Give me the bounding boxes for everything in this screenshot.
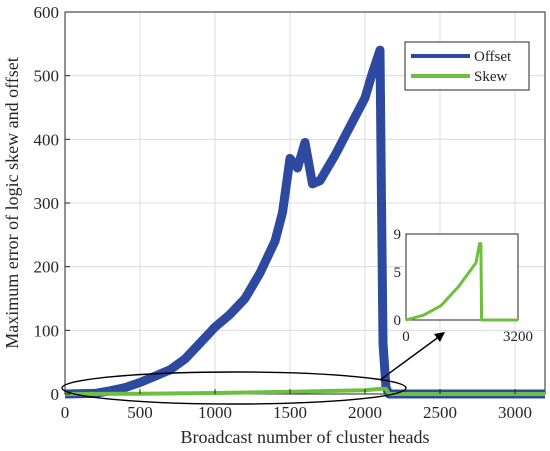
y-tick-label: 200 xyxy=(34,258,60,277)
inset-y-ticks: 0 5 9 xyxy=(394,227,402,329)
x-tick-label: 1500 xyxy=(273,403,307,422)
y-axis-ticks: 0 100 200 300 400 500 600 xyxy=(34,3,70,404)
x-tick-label: 500 xyxy=(127,403,153,422)
y-tick-label: 600 xyxy=(34,3,60,22)
y-tick-label: 100 xyxy=(34,321,60,340)
inset-chart: 0 5 9 0 3200 xyxy=(394,227,534,345)
x-tick-label: 3000 xyxy=(498,403,532,422)
y-tick-label: 500 xyxy=(34,67,60,86)
inset-series-line-skew xyxy=(405,242,518,322)
inset-series-layer xyxy=(405,242,518,322)
inset-y-tick-label: 9 xyxy=(394,227,402,243)
y-tick-label: 400 xyxy=(34,130,60,149)
x-tick-label: 2000 xyxy=(348,403,382,422)
y-axis-label: Maximum error of logic skew and offset xyxy=(2,57,22,349)
zoom-arrow-head xyxy=(434,332,445,342)
series-line-skew xyxy=(64,386,545,396)
series-layer xyxy=(64,45,545,399)
legend-label-skew: Skew xyxy=(474,69,508,85)
zoom-arrow-line xyxy=(379,335,441,381)
legend: Offset Skew xyxy=(404,41,530,91)
legend-box xyxy=(404,41,530,91)
x-axis-ticks: 0 500 1000 1500 2000 2500 3000 xyxy=(61,389,532,422)
inset-x-tick-label: 3200 xyxy=(503,329,533,345)
inset-x-tick-label: 0 xyxy=(402,329,410,345)
x-tick-label: 1000 xyxy=(198,403,232,422)
x-tick-label: 0 xyxy=(61,403,70,422)
inset-frame xyxy=(405,233,519,321)
x-tick-label: 2500 xyxy=(423,403,457,422)
x-axis-label: Broadcast number of cluster heads xyxy=(181,427,430,447)
inset-x-ticks: 0 3200 xyxy=(402,329,533,345)
inset-y-tick-label: 5 xyxy=(394,265,402,281)
y-tick-label: 0 xyxy=(51,385,60,404)
legend-label-offset: Offset xyxy=(474,49,512,65)
series-line-offset xyxy=(64,45,545,399)
inset-y-tick-label: 0 xyxy=(394,313,402,329)
zoom-ellipse xyxy=(61,371,407,405)
y-tick-label: 300 xyxy=(34,194,60,213)
